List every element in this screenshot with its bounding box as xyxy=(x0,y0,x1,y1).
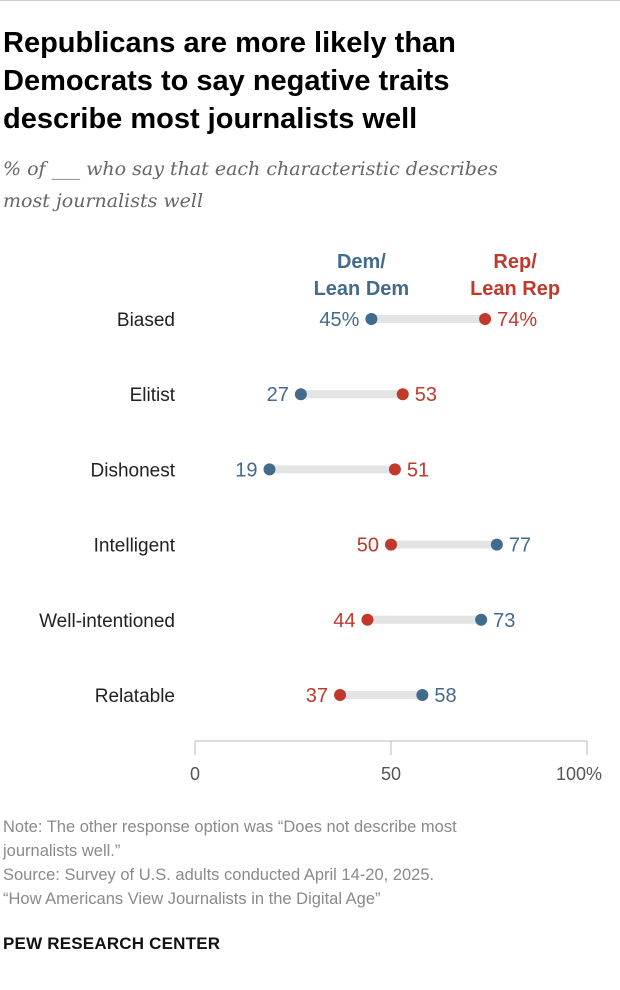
subtitle-line: % of ___ who say that each characteristi… xyxy=(3,158,498,180)
category-label: Dishonest xyxy=(91,460,176,481)
x-tick-label: 50 xyxy=(381,764,401,784)
rep-dot xyxy=(388,463,401,476)
dem-value-label: 19 xyxy=(235,459,257,481)
rep-dot xyxy=(385,538,397,551)
pew-logo-text: PEW RESEARCH CENTER xyxy=(3,934,221,953)
rep-value-label: 37 xyxy=(306,685,328,707)
category-label: Elitist xyxy=(130,385,176,406)
rep-dot xyxy=(396,388,409,401)
note-line: journalists well.” xyxy=(3,842,121,860)
dem-value-label: 58 xyxy=(434,685,456,707)
legend-rep: Lean Rep xyxy=(470,278,560,300)
x-tick-label: 100% xyxy=(556,764,602,784)
rep-value-label: 74% xyxy=(497,309,537,331)
dem-value-label: 77 xyxy=(509,535,531,557)
title-line: Republicans are more likely than xyxy=(3,27,456,59)
title-line: Democrats to say negative traits xyxy=(3,65,450,97)
legend-dem: Dem/ xyxy=(337,251,386,273)
dem-value-label: 45% xyxy=(319,309,359,331)
title-line: describe most journalists well xyxy=(3,103,418,135)
rep-dot xyxy=(361,613,374,626)
chart-notes: Note: The other response option was “Doe… xyxy=(3,815,603,911)
chart-subtitle: % of ___ who say that each characteristi… xyxy=(3,153,603,217)
category-label: Well-intentioned xyxy=(39,611,175,632)
dem-dot xyxy=(490,538,503,551)
rep-value-label: 51 xyxy=(407,459,429,481)
dem-dot xyxy=(416,689,429,701)
dem-value-label: 73 xyxy=(493,610,515,632)
dem-dot xyxy=(365,313,378,325)
x-tick-label: 0 xyxy=(190,764,200,784)
subtitle-line: most journalists well xyxy=(3,190,204,212)
rep-dot xyxy=(334,689,347,701)
rep-dot xyxy=(479,313,492,325)
rep-value-label: 53 xyxy=(415,384,437,406)
legend-rep: Rep/ xyxy=(493,251,537,273)
category-label: Intelligent xyxy=(94,536,176,557)
note-line: Note: The other response option was “Doe… xyxy=(3,818,457,836)
dem-dot xyxy=(294,388,307,401)
legend-dem: Lean Dem xyxy=(314,278,410,300)
top-rule xyxy=(0,0,620,1)
rep-value-label: 50 xyxy=(357,535,379,557)
dem-value-label: 27 xyxy=(267,384,289,406)
source-line: Source: Survey of U.S. adults conducted … xyxy=(3,866,435,884)
dem-dot xyxy=(475,613,488,626)
rep-value-label: 44 xyxy=(333,610,355,632)
dem-dot xyxy=(263,463,276,476)
chart-title: Republicans are more likely than Democra… xyxy=(3,24,603,138)
source-line: “How Americans View Journalists in the D… xyxy=(3,890,381,908)
category-label: Relatable xyxy=(95,686,175,707)
category-label: Biased xyxy=(117,310,175,331)
